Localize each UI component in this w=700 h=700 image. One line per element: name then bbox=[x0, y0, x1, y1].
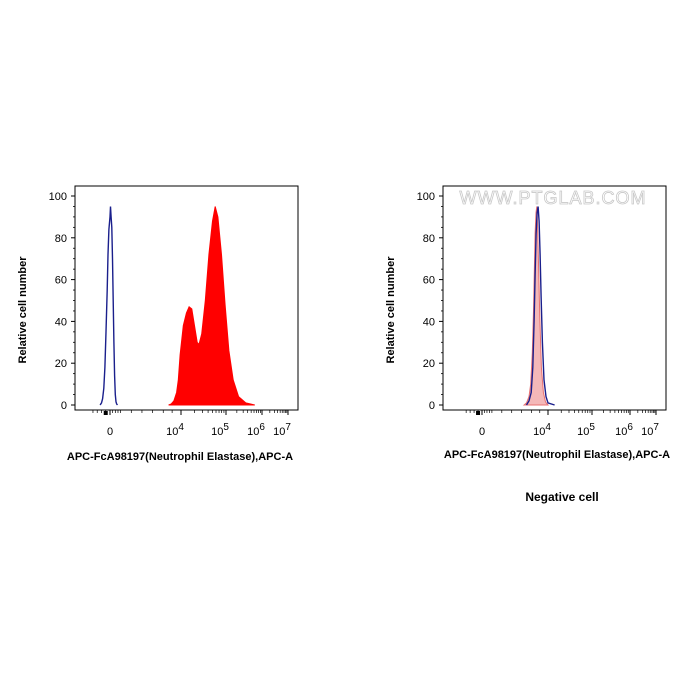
histogram-outline-series-2 bbox=[525, 206, 555, 406]
y-axis-label: Relative cell number bbox=[385, 256, 397, 364]
x-tick-exponent: 5 bbox=[589, 422, 595, 433]
x-tick-exponent: 7 bbox=[285, 422, 291, 433]
x-tick-exponent: 6 bbox=[259, 422, 265, 433]
x-axis-label: APC-FcA98197(Neutrophil Elastase),APC-A bbox=[67, 451, 293, 463]
watermark-text: WWW.PTGLAB.COM bbox=[460, 188, 647, 208]
x-tick-label: 104 bbox=[166, 422, 184, 438]
y-tick-label: 20 bbox=[423, 358, 435, 370]
x-tick-label: 106 bbox=[247, 422, 265, 438]
histogram-panel-2: 0 20 40 60 80 100 0 104 105 106 107 Relative cell n… bbox=[385, 185, 670, 504]
x-tick-label: 0 bbox=[107, 426, 113, 438]
histogram-filled-series-2 bbox=[168, 206, 255, 406]
x-tick-label: 106 bbox=[615, 422, 633, 438]
y-tick-label: 100 bbox=[49, 191, 67, 203]
y-tick-label: 20 bbox=[55, 358, 67, 370]
histogram-filled-series-1 bbox=[522, 206, 550, 406]
y-tick-label: 80 bbox=[55, 233, 67, 245]
x-tick-label: 0 bbox=[479, 426, 485, 438]
x-tick-exponent: 4 bbox=[545, 422, 551, 433]
y-tick-label: 40 bbox=[423, 316, 435, 328]
x-tick-label: 107 bbox=[273, 422, 291, 438]
y-tick-label: 0 bbox=[61, 400, 67, 412]
y-axis-label: Relative cell number bbox=[17, 256, 29, 364]
x-tick-label: 104 bbox=[533, 422, 551, 438]
axis-zero-marker bbox=[476, 411, 481, 415]
y-tick-label: 60 bbox=[423, 275, 435, 287]
axis-zero-marker bbox=[103, 411, 108, 415]
y-tick-label: 0 bbox=[429, 400, 435, 412]
plot-frame bbox=[442, 185, 667, 411]
y-tick-label: 60 bbox=[55, 275, 67, 287]
x-tick-exponent: 6 bbox=[627, 422, 633, 433]
x-tick-label: 105 bbox=[211, 422, 229, 438]
x-axis-label: APC-FcA98197(Neutrophil Elastase),APC-A bbox=[444, 449, 670, 461]
y-tick-label: 80 bbox=[423, 233, 435, 245]
histogram-panel-1: 0 20 40 60 80 100 0 104 105 106 107 Relative cell n… bbox=[17, 185, 299, 463]
plot-frame bbox=[74, 185, 299, 411]
x-tick-exponent: 5 bbox=[223, 422, 229, 433]
panel-caption: Negative cell bbox=[525, 490, 598, 504]
x-tick-exponent: 7 bbox=[653, 422, 659, 433]
histogram-outline-series-1 bbox=[99, 206, 119, 406]
x-tick-exponent: 4 bbox=[178, 422, 184, 433]
x-tick-label: 105 bbox=[577, 422, 595, 438]
x-tick-label: 107 bbox=[641, 422, 659, 438]
y-tick-label: 100 bbox=[417, 191, 435, 203]
y-tick-label: 40 bbox=[55, 316, 67, 328]
